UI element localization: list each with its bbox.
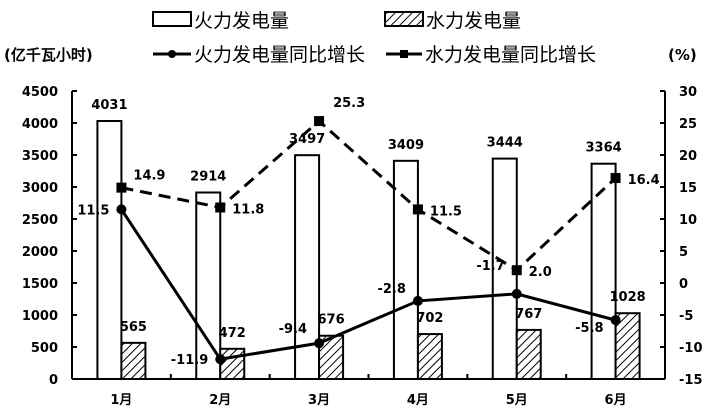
- category-label: 4月: [407, 393, 429, 408]
- fire-bar-value: 3444: [487, 136, 523, 151]
- left-tick-label: 1500: [22, 277, 58, 292]
- fire-growth-value: -1.7: [476, 259, 504, 274]
- fire-growth-line: [120, 208, 616, 361]
- right-tick-label: 0: [679, 277, 688, 292]
- water-bar-value: 565: [120, 320, 147, 335]
- fire-growth-value: -9.4: [279, 322, 307, 337]
- water-bar: [219, 347, 246, 380]
- water-bar-value: 1028: [609, 290, 645, 305]
- left-tick-label: 2000: [22, 245, 58, 260]
- category-label: 3月: [308, 393, 330, 408]
- fire-growth-value: -11.9: [171, 353, 208, 368]
- fire-bar-value: 4031: [91, 98, 127, 113]
- water-growth-value: 14.9: [133, 169, 165, 184]
- circle-marker-icon: [116, 204, 127, 215]
- right-tick-label: 15: [679, 181, 697, 196]
- water-growth-line: [121, 119, 617, 273]
- water-bar-value: 702: [416, 311, 443, 326]
- left-tick-label: 2500: [22, 213, 58, 228]
- circle-marker-icon: [610, 315, 621, 326]
- white-bar-swatch-icon: [152, 11, 192, 27]
- square-marker-icon: [215, 202, 226, 213]
- square-marker-icon: [412, 204, 423, 215]
- right-tick-label: -5: [679, 309, 693, 324]
- fire-bar-value: 3364: [585, 141, 621, 156]
- circle-marker-icon: [412, 295, 423, 306]
- fire-bar-value: 2914: [190, 170, 226, 185]
- circle-marker-icon: [215, 354, 226, 365]
- hatched-bar-swatch-icon: [384, 11, 424, 27]
- square-marker-icon: [400, 50, 408, 58]
- legend: 火力发电量 水力发电量 火力发电量同比增长 水力发电量同比增长: [152, 10, 596, 66]
- water-growth-value: 16.4: [628, 173, 660, 188]
- plot-area: 0 500 1000 1500 2000 2500 3000 3500 4000 4500 -15 -…: [22, 85, 703, 408]
- right-tick-label: 20: [679, 149, 697, 164]
- fire-growth-value: 11.5: [77, 203, 109, 218]
- water-growth-value: 2.0: [529, 265, 552, 280]
- right-tick-label: 30: [679, 85, 697, 100]
- legend-label: 水力发电量同比增长: [425, 44, 596, 66]
- right-tick-label: 10: [679, 213, 697, 228]
- square-marker-icon: [314, 116, 325, 127]
- square-marker-icon: [116, 182, 127, 193]
- category-label: 2月: [209, 393, 231, 408]
- circle-marker-icon: [314, 338, 325, 349]
- square-marker-icon: [511, 265, 522, 276]
- right-tick-label: 25: [679, 117, 697, 132]
- water-bar-value: 767: [515, 307, 542, 322]
- legend-item-water-line: 水力发电量同比增长: [386, 44, 596, 66]
- square-marker-icon: [610, 173, 621, 184]
- circle-marker-icon: [168, 50, 176, 58]
- fire-growth-value: -5.8: [575, 321, 603, 336]
- left-tick-label: 3000: [22, 181, 58, 196]
- water-growth-value: 11.5: [430, 204, 462, 219]
- left-tick-label: 0: [49, 373, 58, 388]
- legend-label: 火力发电量: [194, 10, 289, 32]
- water-bar: [515, 328, 542, 380]
- fire-bar-value: 3409: [388, 138, 424, 153]
- left-axis-unit: (亿千瓦小时): [4, 46, 93, 64]
- legend-item-water-bar: 水力发电量: [384, 10, 521, 32]
- water-bar: [416, 333, 443, 380]
- right-tick-label: 5: [679, 245, 688, 260]
- water-bar: [318, 334, 345, 380]
- category-label: 1月: [110, 393, 132, 408]
- legend-item-fire-bar: 火力发电量: [152, 10, 289, 32]
- fire-bar: [590, 162, 617, 380]
- water-bar: [120, 341, 147, 380]
- fire-bar: [195, 191, 222, 380]
- right-axis-unit: (%): [668, 46, 697, 64]
- category-label: 5月: [506, 393, 528, 408]
- water-growth-value: 25.3: [333, 96, 365, 111]
- left-tick-label: 1000: [22, 309, 58, 324]
- left-tick-label: 4000: [22, 117, 58, 132]
- water-bar: [614, 312, 641, 381]
- water-bar-value: 676: [318, 313, 345, 328]
- circle-marker-icon: [511, 288, 522, 299]
- fire-bar-value: 3497: [289, 132, 325, 147]
- legend-item-fire-line: 火力发电量同比增长: [153, 44, 365, 66]
- category-label: 6月: [605, 393, 627, 408]
- water-bar-value: 472: [219, 326, 246, 341]
- water-growth-value: 11.8: [232, 202, 264, 217]
- left-tick-label: 500: [31, 341, 58, 356]
- left-tick-label: 3500: [22, 149, 58, 164]
- legend-label: 火力发电量同比增长: [194, 44, 365, 66]
- fire-growth-value: -2.8: [377, 282, 405, 297]
- right-tick-label: -15: [679, 373, 703, 388]
- fire-bar: [392, 159, 419, 380]
- fire-bar: [96, 120, 123, 381]
- right-tick-label: -10: [679, 341, 703, 356]
- legend-label: 水力发电量: [426, 10, 521, 32]
- left-tick-label: 4500: [22, 85, 58, 100]
